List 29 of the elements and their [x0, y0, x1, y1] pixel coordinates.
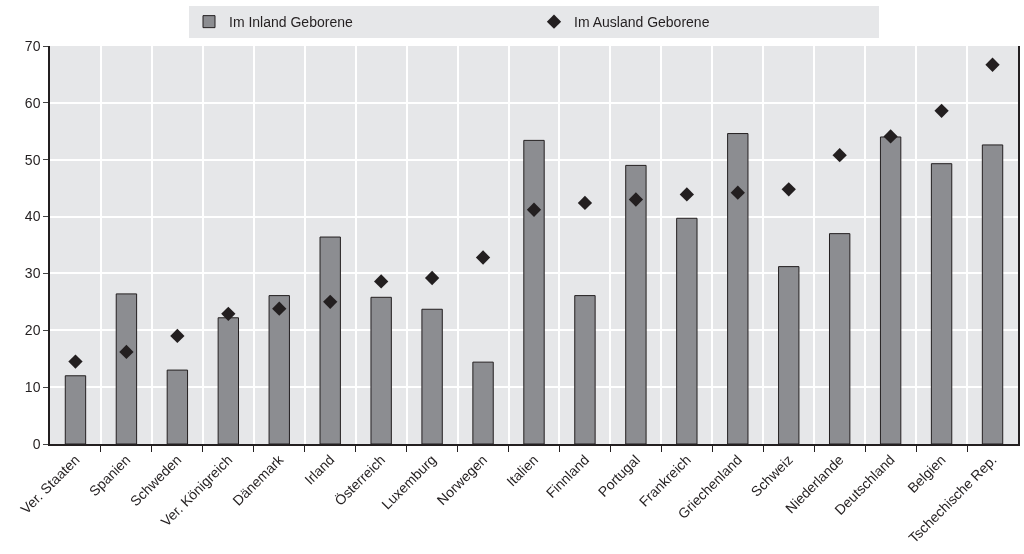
point: [272, 301, 287, 316]
y-tick-label: 70: [24, 37, 41, 54]
point: [832, 148, 847, 163]
y-tick-label: 30: [24, 265, 41, 282]
point: [221, 306, 236, 321]
y-tick-label: 20: [24, 322, 41, 339]
point: [68, 354, 83, 369]
point: [985, 57, 1000, 72]
y-tick-label: 40: [24, 208, 41, 225]
point: [730, 185, 745, 200]
point: [119, 344, 134, 360]
y-tick-label: 0: [32, 435, 41, 452]
point: [374, 274, 389, 289]
y-tick-label: 60: [24, 94, 41, 111]
point: [424, 270, 440, 286]
legend-label: Im Inland Geborene: [229, 14, 353, 31]
point: [475, 250, 491, 265]
point: [781, 182, 796, 197]
point: [934, 103, 949, 118]
legend-label: Im Ausland Geborene: [574, 14, 710, 31]
point: [526, 202, 542, 217]
y-tick-label: 10: [24, 379, 41, 396]
point: [679, 187, 694, 202]
point: [323, 294, 338, 310]
y-tick-label: 50: [24, 151, 41, 168]
point: [883, 129, 898, 144]
point: [577, 195, 593, 211]
point: [170, 328, 185, 344]
point: [628, 192, 644, 207]
